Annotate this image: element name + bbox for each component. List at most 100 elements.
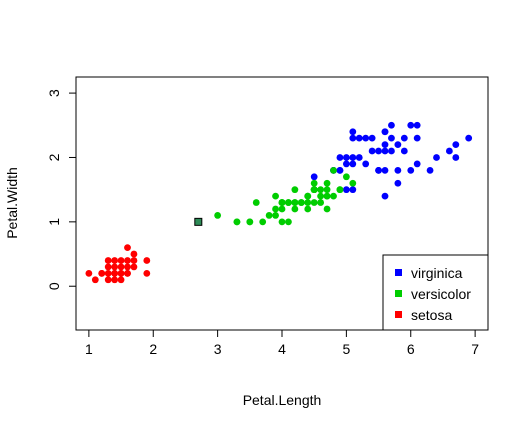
data-point-virginica — [368, 134, 376, 142]
data-point-versicolor — [272, 212, 279, 219]
data-point-virginica — [452, 154, 460, 161]
y-tick-label: 0 — [46, 282, 62, 290]
data-point-setosa — [117, 263, 125, 271]
data-point-versicolor — [265, 212, 273, 219]
data-point-virginica — [413, 134, 421, 142]
y-axis-label: Petal.Width — [4, 167, 20, 239]
x-axis: 1 2 3 4 5 6 7 — [85, 330, 479, 357]
data-point-virginica — [381, 192, 389, 200]
data-point-versicolor — [323, 179, 331, 187]
y-tick-label: 3 — [46, 89, 62, 97]
x-tick-label: 2 — [149, 341, 157, 357]
data-point-versicolor — [233, 218, 241, 226]
data-point-versicolor — [330, 166, 337, 174]
data-point-setosa — [130, 250, 138, 258]
data-point-versicolor — [259, 218, 267, 226]
data-point-versicolor — [323, 205, 331, 213]
data-point-versicolor — [304, 192, 312, 200]
data-point-virginica — [336, 166, 344, 174]
x-tick-label: 3 — [214, 341, 222, 357]
data-point-setosa — [98, 269, 106, 277]
data-point-versicolor — [285, 199, 292, 206]
data-point-virginica — [310, 173, 318, 181]
data-point-virginica — [375, 166, 382, 174]
data-point-setosa — [124, 244, 131, 251]
data-point-setosa — [111, 263, 119, 271]
data-point-setosa — [117, 257, 125, 264]
data-point-versicolor — [323, 192, 331, 200]
data-point-versicolor — [278, 218, 286, 226]
data-point-setosa — [143, 257, 151, 264]
data-point-virginica — [355, 154, 363, 161]
data-point-setosa — [130, 257, 138, 264]
data-points — [85, 121, 473, 284]
data-point-versicolor — [317, 192, 325, 200]
data-point-versicolor — [252, 199, 260, 206]
data-point-versicolor — [349, 179, 357, 187]
data-point-setosa — [117, 276, 125, 284]
data-point-versicolor — [342, 173, 350, 181]
y-tick-label: 1 — [46, 218, 62, 226]
data-point-versicolor — [317, 186, 325, 194]
data-point-virginica — [413, 121, 421, 129]
data-point-virginica — [342, 186, 350, 194]
data-point-versicolor — [330, 192, 337, 200]
data-point-versicolor — [317, 199, 325, 206]
data-point-virginica — [381, 147, 389, 155]
data-point-virginica — [394, 141, 402, 148]
data-point-virginica — [407, 121, 415, 129]
data-point-virginica — [426, 166, 434, 174]
data-point-versicolor — [272, 205, 279, 213]
x-axis-label: Petal.Length — [243, 392, 322, 408]
data-point-virginica — [336, 154, 344, 161]
data-point-virginica — [400, 134, 408, 142]
data-point-versicolor — [285, 218, 292, 226]
data-point-versicolor — [310, 186, 318, 194]
data-point-virginica — [452, 141, 460, 148]
data-point-virginica — [349, 134, 357, 142]
data-point-setosa — [104, 276, 112, 284]
data-point-versicolor — [336, 186, 344, 194]
data-point-virginica — [407, 166, 415, 174]
data-point-versicolor — [323, 186, 331, 194]
data-point-versicolor — [291, 199, 299, 206]
data-point-square — [194, 217, 203, 226]
data-point-versicolor — [304, 199, 312, 206]
data-point-virginica — [388, 121, 395, 129]
legend-key-versicolor — [395, 290, 402, 297]
data-point-versicolor — [304, 205, 312, 213]
data-point-setosa — [124, 269, 131, 277]
legend-label-versicolor: versicolor — [411, 286, 471, 302]
data-point-setosa — [117, 269, 125, 277]
data-point-virginica — [362, 134, 370, 142]
data-point-setosa — [111, 257, 119, 264]
data-point-virginica — [433, 154, 440, 161]
data-point-virginica — [342, 160, 350, 168]
data-point-versicolor — [297, 199, 305, 206]
legend-label-virginica: virginica — [411, 265, 463, 281]
data-point-setosa — [85, 269, 93, 277]
x-tick-label: 7 — [471, 341, 479, 357]
data-point-setosa — [124, 263, 131, 271]
data-point-virginica — [368, 147, 376, 155]
data-point-versicolor — [291, 205, 299, 213]
data-point-versicolor — [291, 186, 299, 194]
data-point-virginica — [362, 160, 370, 168]
data-point-setosa — [130, 263, 138, 271]
data-point-setosa — [143, 269, 151, 277]
data-point-virginica — [355, 134, 363, 142]
legend-key-setosa — [395, 311, 402, 318]
data-point-versicolor — [272, 192, 279, 200]
data-point-versicolor — [278, 205, 286, 213]
data-point-virginica — [381, 141, 389, 148]
data-point-versicolor — [214, 212, 222, 219]
data-point-setosa — [111, 269, 119, 277]
data-point-virginica — [381, 166, 389, 174]
x-tick-label: 4 — [278, 341, 286, 357]
y-tick-label: 2 — [46, 153, 62, 161]
data-point-versicolor — [278, 199, 286, 206]
data-point-virginica — [349, 128, 357, 136]
data-point-virginica — [400, 147, 408, 155]
legend-label-setosa: setosa — [411, 307, 452, 323]
